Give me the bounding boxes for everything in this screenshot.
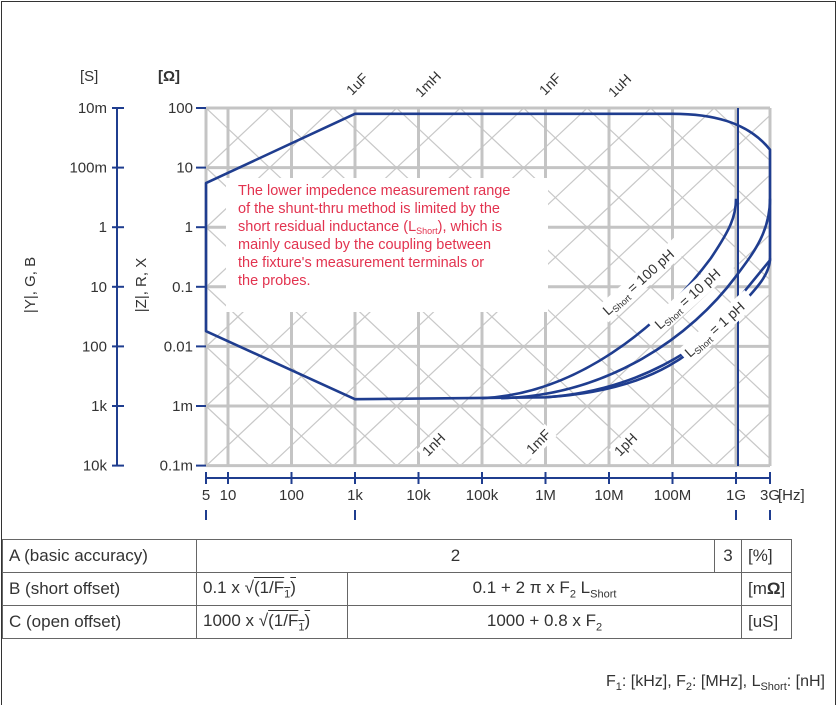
svg-text:the fixture's measurement term: the fixture's measurement terminals or [238,255,484,271]
svg-text:mainly caused by the coupling: mainly caused by the coupling between [238,237,491,253]
hatch-line [0,108,16,466]
frequency-tick-label: 10 [220,487,237,504]
admittance-unit: [S] [80,68,98,85]
diagonal-label-top: 1uF [343,70,371,98]
impedance-tick-label: 1m [172,398,193,415]
admittance-tick-label: 1k [91,398,107,415]
svg-text:1nF: 1nF [536,70,564,98]
table-row: B (short offset) 0.1 x √(1/F1) 0.1 + 2 π… [2,572,793,606]
impedance-tick-label: 0.01 [164,338,193,355]
admittance-tick-label: 100 [82,338,107,355]
accuracy-table: A (basic accuracy) 2 3 [%] B (short offs… [2,539,793,639]
table-row: C (open offset) 1000 x √(1/F1) 1000 + 0.… [2,605,793,639]
frequency-tick-label: 100M [654,487,692,504]
table-row: A (basic accuracy) 2 3 [%] [2,539,793,573]
frequency-tick-label: 1k [347,487,363,504]
admittance-tick-label: 1 [99,219,107,236]
annotation-background [226,178,548,312]
units-footnote: F1: [kHz], F2: [MHz], LShort: [nH] [605,673,825,694]
impedance-axis-label: |Z|, R, X [133,258,150,312]
diagonal-label-top: 1mH [412,68,444,100]
hatch-line [0,108,79,466]
admittance-tick-label: 10 [90,279,107,296]
frequency-tick-label: 100 [279,487,304,504]
curve-lshort-10ph [501,198,772,400]
impedance-tick-label: 0.1m [160,458,193,475]
annotation-text: The lower impedence measurement range of… [238,183,510,289]
hatch-line [0,108,16,466]
admittance-tick-label: 10k [83,458,108,475]
svg-text:short residual inductance (LSh: short residual inductance (LShort), whic… [238,219,502,236]
svg-text:1uH: 1uH [605,71,634,100]
hatch-line [0,108,79,466]
frequency-tick-label: 5 [202,487,210,504]
diagonal-label-bottom: 1nH [416,425,453,462]
impedance-unit: [Ω] [158,68,180,85]
impedance-axis: 100 10 1 0.1 0.01 1m 0.1m [160,100,206,475]
svg-text:1uF: 1uF [343,70,371,98]
diagonal-label-bottom: 1mF [520,423,557,460]
frequency-tick-label: 3G [760,487,780,504]
frequency-tick-label: 10M [594,487,623,504]
svg-text:of the shunt-thru method is li: of the shunt-thru method is limited by t… [238,201,500,217]
hatch-line [778,108,839,466]
impedance-tick-label: 0.1 [172,279,193,296]
frequency-tick-label: 1M [535,487,556,504]
frequency-tick-label: 1G [726,487,746,504]
admittance-tick-label: 10m [78,100,107,117]
admittance-tick-label: 100m [69,160,107,177]
svg-text:1mH: 1mH [412,68,444,100]
frequency-tick-label: 10k [406,487,431,504]
diagonal-label-top: 1uH [605,71,634,100]
frequency-tick-label: 100k [466,487,499,504]
frequency-unit: [Hz] [778,487,805,504]
admittance-axis-label: |Y|, G, B [22,257,39,313]
admittance-axis: 10m 100m 1 10 100 1k 10k [69,100,124,475]
svg-text:The lower impedence measuremen: The lower impedence measurement range [238,183,510,199]
svg-text:the probes.: the probes. [238,273,311,289]
impedance-tick-label: 100 [168,100,193,117]
diagonal-label-top: 1nF [536,70,564,98]
frequency-axis: 5 10 100 1k 10k 100k 1M 10M 100M 1G 3G [Hz] [202,472,805,520]
impedance-tick-label: 1 [185,219,193,236]
impedance-tick-label: 10 [176,160,193,177]
hatch-line [778,108,839,466]
